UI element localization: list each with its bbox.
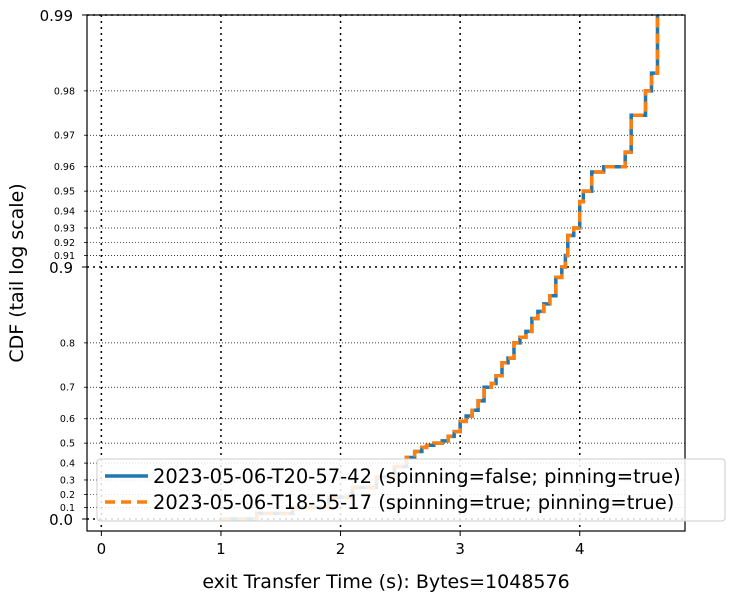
grid-lines — [87, 14, 685, 531]
plot-frame — [86, 14, 686, 532]
series-line-2 — [220, 15, 660, 521]
y-minor-tick-label: 0.2 — [60, 490, 75, 501]
x-tick-label: 2 — [336, 540, 346, 558]
y-major-tick-label: 0.99 — [40, 7, 73, 25]
y-minor-tick-label: 0.93 — [54, 223, 75, 234]
y-minor-tick-label: 0.8 — [60, 338, 75, 349]
y-minor-tick-label: 0.98 — [54, 86, 75, 97]
x-tick-label: 4 — [575, 540, 585, 558]
y-minor-tick-label: 0.3 — [60, 475, 75, 486]
y-minor-tick-label: 0.1 — [60, 503, 75, 514]
y-minor-tick-label: 0.6 — [60, 414, 75, 425]
y-axis-label: CDF (tail log scale) — [6, 183, 28, 362]
y-minor-tick-label: 0.91 — [54, 251, 75, 262]
legend-box — [96, 458, 726, 522]
x-axis-label: exit Transfer Time (s): Bytes=1048576 — [202, 571, 569, 593]
y-minor-tick-label: 0.96 — [54, 162, 75, 173]
axis-ticks: 0 1 2 3 4 0.0 0.9 0.99 0.1 0.2 0.3 0.4 0.5 0.6 0.7 0.8 0… — [40, 7, 585, 558]
x-tick-label: 0 — [97, 540, 107, 558]
series-lines — [220, 15, 660, 521]
x-tick-label: 3 — [455, 540, 465, 558]
legend: 2023-05-06-T20-57-42 (spinning=false; pi… — [96, 458, 726, 522]
y-minor-tick-label: 0.92 — [54, 238, 75, 249]
y-minor-tick-label: 0.94 — [54, 207, 75, 218]
x-tick-label: 1 — [216, 540, 226, 558]
legend-label-1: 2023-05-06-T20-57-42 (spinning=false; pi… — [153, 465, 681, 488]
y-major-tick-label: 0.9 — [49, 259, 73, 277]
legend-label-2: 2023-05-06-T18-55-17 (spinning=true; pin… — [153, 491, 674, 514]
y-minor-tick-label: 0.5 — [60, 439, 75, 450]
y-minor-tick-label: 0.95 — [54, 187, 75, 198]
y-major-tick-label: 0.0 — [49, 511, 73, 529]
y-minor-tick-label: 0.4 — [60, 459, 75, 470]
y-minor-tick-label: 0.7 — [60, 383, 75, 394]
y-minor-tick-label: 0.97 — [54, 131, 75, 142]
